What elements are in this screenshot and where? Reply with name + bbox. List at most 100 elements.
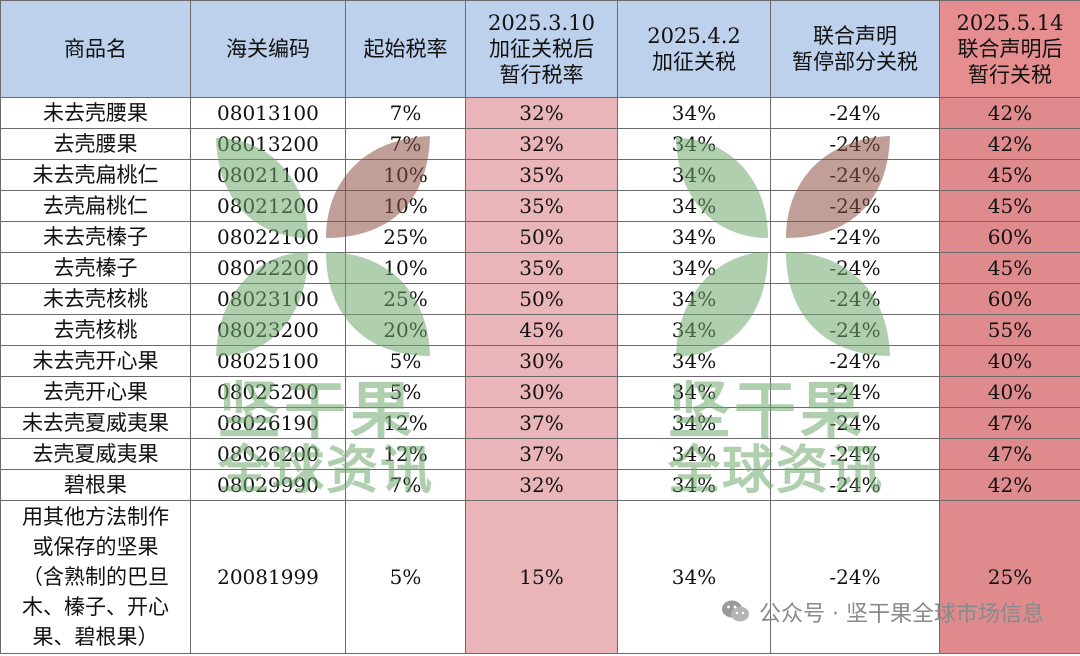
table-row: 未去壳核桃 08023100 25% 50% 34% -24% 60% [0, 283, 1080, 315]
table-row: 未去壳腰果 08013100 7% 32% 34% -24% 42% [0, 97, 1080, 129]
cell-rate-0310: 35% [465, 190, 618, 222]
table-row: 未去壳夏威夷果 08026190 12% 37% 34% -24% 47% [0, 407, 1080, 439]
cell-joint: -24% [770, 407, 940, 439]
cell-rate-0402: 34% [617, 407, 771, 439]
header-base-rate: 起始税率 [345, 0, 466, 98]
header-row: 商品名 海关编码 起始税率 2025.3.10 加征关税后 暂行税率 2025.4.… [0, 0, 1080, 98]
cell-code: 08026190 [190, 407, 346, 439]
cell-name: 未去壳夏威夷果 [0, 407, 191, 439]
cell-rate-0402: 34% [617, 190, 771, 222]
cell-base-rate: 12% [345, 438, 466, 470]
header-rate-0514: 2025.5.14 联合声明后 暂行关税 [939, 0, 1080, 98]
cell-rate-0402: 34% [617, 128, 771, 160]
cell-code: 08013100 [190, 97, 346, 129]
cell-joint: -24% [770, 159, 940, 191]
table-row: 去壳开心果 08025200 5% 30% 34% -24% 40% [0, 376, 1080, 408]
cell-rate-0402: 34% [617, 500, 771, 654]
table-row: 去壳扁桃仁 08021200 10% 35% 34% -24% 45% [0, 190, 1080, 222]
cell-name: 去壳榛子 [0, 252, 191, 284]
cell-base-rate: 20% [345, 314, 466, 346]
cell-rate-0310: 30% [465, 345, 618, 377]
cell-base-rate: 10% [345, 252, 466, 284]
cell-rate-0514: 42% [939, 469, 1080, 501]
cell-base-rate: 5% [345, 500, 466, 654]
table-row: 去壳夏威夷果 08026200 12% 37% 34% -24% 47% [0, 438, 1080, 470]
cell-code: 08023200 [190, 314, 346, 346]
cell-base-rate: 7% [345, 469, 466, 501]
cell-rate-0402: 34% [617, 252, 771, 284]
cell-code: 08025100 [190, 345, 346, 377]
cell-rate-0310: 37% [465, 438, 618, 470]
cell-rate-0514: 45% [939, 159, 1080, 191]
cell-rate-0402: 34% [617, 283, 771, 315]
cell-rate-0402: 34% [617, 345, 771, 377]
cell-rate-0514: 45% [939, 190, 1080, 222]
cell-rate-0514: 42% [939, 128, 1080, 160]
table-row: 碧根果 08029990 7% 32% 34% -24% 42% [0, 469, 1080, 501]
cell-name: 去壳夏威夷果 [0, 438, 191, 470]
footer-source: 公众号 · 坚干果全球市场信息 [721, 596, 1044, 628]
header-name: 商品名 [0, 0, 191, 98]
cell-joint: -24% [770, 97, 940, 129]
cell-name: 未去壳扁桃仁 [0, 159, 191, 191]
cell-rate-0514: 60% [939, 283, 1080, 315]
cell-rate-0310: 50% [465, 283, 618, 315]
cell-rate-0310: 32% [465, 128, 618, 160]
cell-name: 去壳开心果 [0, 376, 191, 408]
cell-name: 未去壳榛子 [0, 221, 191, 253]
cell-joint: -24% [770, 314, 940, 346]
cell-name: 去壳腰果 [0, 128, 191, 160]
cell-rate-0310: 30% [465, 376, 618, 408]
cell-rate-0310: 35% [465, 159, 618, 191]
cell-rate-0402: 34% [617, 221, 771, 253]
cell-base-rate: 7% [345, 128, 466, 160]
cell-base-rate: 5% [345, 376, 466, 408]
cell-joint: -24% [770, 376, 940, 408]
table-row: 用其他方法制作 或保存的坚果 （含熟制的巴旦 木、榛子、开心 果、碧根果） 20… [0, 500, 1080, 654]
cell-base-rate: 7% [345, 97, 466, 129]
footer-text: 公众号 · 坚干果全球市场信息 [759, 602, 1044, 627]
cell-base-rate: 10% [345, 190, 466, 222]
cell-joint: -24% [770, 345, 940, 377]
cell-rate-0514: 42% [939, 97, 1080, 129]
cell-name: 碧根果 [0, 469, 191, 501]
cell-base-rate: 12% [345, 407, 466, 439]
cell-rate-0310: 45% [465, 314, 618, 346]
cell-rate-0402: 34% [617, 438, 771, 470]
header-rate-0310: 2025.3.10 加征关税后 暂行税率 [465, 0, 618, 98]
cell-rate-0310: 37% [465, 407, 618, 439]
cell-rate-0402: 34% [617, 376, 771, 408]
cell-joint: -24% [770, 221, 940, 253]
cell-code: 08022100 [190, 221, 346, 253]
table-row: 未去壳榛子 08022100 25% 50% 34% -24% 60% [0, 221, 1080, 253]
cell-name: 未去壳腰果 [0, 97, 191, 129]
cell-joint: -24% [770, 128, 940, 160]
cell-joint: -24% [770, 283, 940, 315]
cell-rate-0310: 50% [465, 221, 618, 253]
cell-base-rate: 25% [345, 283, 466, 315]
cell-joint: -24% [770, 469, 940, 501]
cell-code: 08021100 [190, 159, 346, 191]
cell-joint: -24% [770, 500, 940, 654]
cell-rate-0402: 34% [617, 159, 771, 191]
cell-joint: -24% [770, 438, 940, 470]
cell-code: 08025200 [190, 376, 346, 408]
cell-base-rate: 25% [345, 221, 466, 253]
cell-rate-0514: 60% [939, 221, 1080, 253]
cell-rate-0514: 47% [939, 438, 1080, 470]
cell-code: 08023100 [190, 283, 346, 315]
table-row: 未去壳扁桃仁 08021100 10% 35% 34% -24% 45% [0, 159, 1080, 191]
table-row: 去壳核桃 08023200 20% 45% 34% -24% 55% [0, 314, 1080, 346]
cell-rate-0402: 34% [617, 97, 771, 129]
cell-rate-0310: 32% [465, 97, 618, 129]
wechat-icon [722, 600, 750, 622]
cell-code: 08022200 [190, 252, 346, 284]
cell-name: 用其他方法制作 或保存的坚果 （含熟制的巴旦 木、榛子、开心 果、碧根果） [0, 500, 191, 654]
cell-base-rate: 10% [345, 159, 466, 191]
cell-base-rate: 5% [345, 345, 466, 377]
cell-code: 20081999 [190, 500, 346, 654]
cell-joint: -24% [770, 252, 940, 284]
header-rate-0402: 2025.4.2 加征关税 [617, 0, 771, 98]
cell-rate-0514: 47% [939, 407, 1080, 439]
cell-rate-0402: 34% [617, 469, 771, 501]
